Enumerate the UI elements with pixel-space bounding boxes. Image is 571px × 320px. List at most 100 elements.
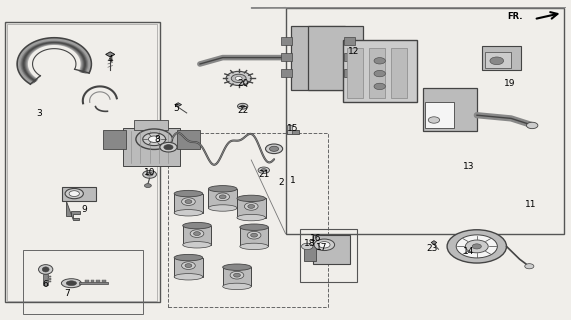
Ellipse shape bbox=[240, 224, 268, 230]
Circle shape bbox=[314, 239, 335, 251]
Circle shape bbox=[144, 184, 151, 188]
Polygon shape bbox=[106, 52, 115, 57]
Circle shape bbox=[447, 230, 506, 263]
Ellipse shape bbox=[237, 195, 266, 202]
Ellipse shape bbox=[174, 210, 203, 216]
Bar bbox=[291, 26, 345, 90]
Bar bbox=[7, 24, 157, 301]
Text: 5: 5 bbox=[173, 104, 179, 113]
Ellipse shape bbox=[42, 267, 49, 272]
Circle shape bbox=[240, 105, 245, 108]
Bar bbox=[168, 133, 328, 307]
Circle shape bbox=[258, 167, 270, 173]
Bar bbox=[134, 120, 168, 130]
Ellipse shape bbox=[237, 214, 266, 221]
Bar bbox=[183, 226, 211, 245]
Text: 13: 13 bbox=[463, 162, 474, 171]
Circle shape bbox=[185, 264, 192, 268]
Ellipse shape bbox=[223, 264, 251, 270]
Circle shape bbox=[216, 193, 230, 201]
Ellipse shape bbox=[183, 242, 211, 248]
Circle shape bbox=[248, 204, 255, 208]
Bar bbox=[240, 227, 268, 246]
Circle shape bbox=[472, 244, 481, 249]
Circle shape bbox=[143, 133, 166, 146]
Text: 7: 7 bbox=[65, 289, 70, 298]
Bar bbox=[286, 8, 564, 234]
Bar bbox=[5, 22, 160, 302]
Circle shape bbox=[251, 233, 258, 237]
Text: 18: 18 bbox=[304, 239, 316, 248]
Bar bbox=[343, 40, 417, 102]
Bar bbox=[423, 88, 477, 131]
Ellipse shape bbox=[174, 254, 203, 261]
Bar bbox=[391, 48, 407, 98]
Bar bbox=[344, 53, 355, 61]
Circle shape bbox=[136, 129, 172, 149]
Bar bbox=[96, 280, 100, 282]
Ellipse shape bbox=[38, 265, 53, 274]
Ellipse shape bbox=[208, 186, 237, 192]
Bar bbox=[482, 46, 521, 70]
Circle shape bbox=[235, 76, 242, 80]
Bar bbox=[281, 37, 292, 45]
Bar bbox=[304, 245, 316, 261]
Ellipse shape bbox=[174, 274, 203, 280]
Bar bbox=[177, 130, 200, 149]
Circle shape bbox=[319, 242, 330, 248]
Circle shape bbox=[261, 169, 267, 172]
Text: 15: 15 bbox=[287, 124, 299, 132]
Bar bbox=[208, 189, 237, 208]
Bar bbox=[123, 128, 180, 166]
Circle shape bbox=[270, 146, 279, 151]
Bar bbox=[103, 130, 126, 149]
Circle shape bbox=[525, 264, 534, 269]
Bar bbox=[287, 130, 299, 134]
Bar bbox=[23, 250, 143, 314]
Circle shape bbox=[465, 240, 488, 253]
Ellipse shape bbox=[61, 279, 82, 288]
Bar bbox=[237, 198, 266, 218]
Circle shape bbox=[226, 71, 251, 85]
Text: 6: 6 bbox=[43, 280, 49, 289]
Circle shape bbox=[148, 136, 160, 142]
Circle shape bbox=[69, 191, 79, 196]
Bar bbox=[369, 48, 385, 98]
Bar bbox=[347, 48, 363, 98]
Bar bbox=[425, 102, 454, 128]
Text: 23: 23 bbox=[427, 244, 438, 253]
Bar bbox=[485, 52, 511, 68]
Bar bbox=[102, 280, 106, 282]
Ellipse shape bbox=[174, 190, 203, 197]
Text: 10: 10 bbox=[144, 168, 155, 177]
Circle shape bbox=[456, 235, 497, 258]
Text: 8: 8 bbox=[154, 135, 160, 144]
Ellipse shape bbox=[66, 281, 77, 285]
Circle shape bbox=[374, 70, 385, 77]
Circle shape bbox=[65, 188, 83, 199]
Bar bbox=[281, 69, 292, 77]
Bar bbox=[313, 235, 350, 264]
Bar bbox=[287, 125, 292, 134]
Circle shape bbox=[374, 58, 385, 64]
Bar bbox=[308, 26, 363, 90]
Circle shape bbox=[182, 262, 195, 269]
Text: 20: 20 bbox=[238, 79, 249, 88]
Text: 14: 14 bbox=[463, 247, 474, 256]
Text: 16: 16 bbox=[310, 234, 321, 243]
Bar bbox=[91, 280, 94, 282]
Bar bbox=[344, 37, 355, 45]
Circle shape bbox=[247, 231, 261, 239]
Circle shape bbox=[185, 200, 192, 204]
Circle shape bbox=[194, 232, 200, 236]
Text: 9: 9 bbox=[82, 205, 87, 214]
Circle shape bbox=[301, 243, 313, 250]
Text: 12: 12 bbox=[348, 47, 360, 56]
Text: 2: 2 bbox=[278, 178, 284, 187]
Bar bbox=[43, 274, 48, 285]
Text: 17: 17 bbox=[316, 244, 327, 252]
Bar bbox=[48, 281, 51, 282]
Text: 11: 11 bbox=[525, 200, 537, 209]
Text: 3: 3 bbox=[36, 109, 42, 118]
Ellipse shape bbox=[208, 205, 237, 211]
